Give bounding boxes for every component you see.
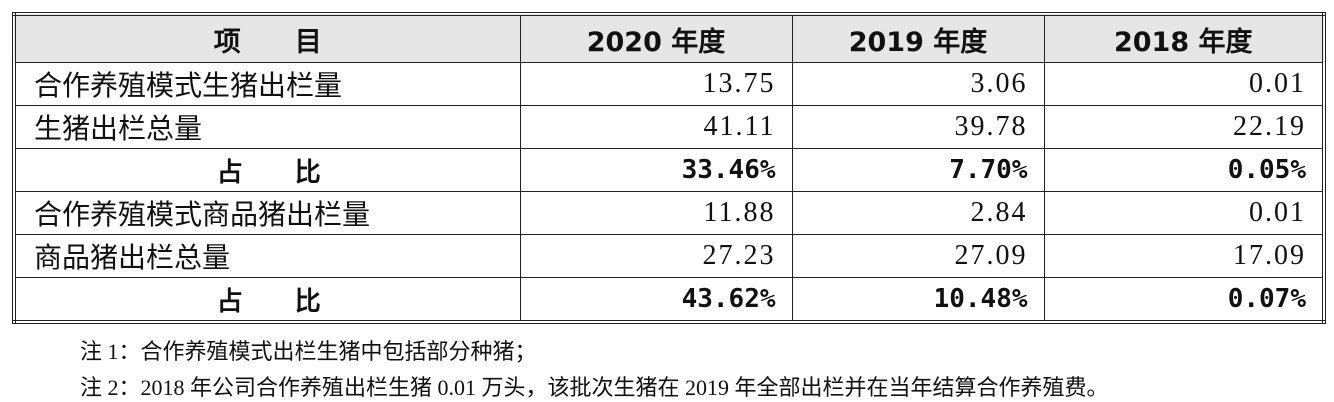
value-cell: 2.84 xyxy=(791,191,1045,235)
value-cell: 43.62% xyxy=(519,277,793,323)
table-row: 商品猪出栏总量 27.23 27.09 17.09 xyxy=(13,234,1325,278)
value-cell: 0.01 xyxy=(1043,191,1325,235)
table-row: 合作养殖模式商品猪出栏量 11.88 2.84 0.01 xyxy=(13,191,1325,235)
row-label: 合作养殖模式生猪出栏量 xyxy=(13,62,521,106)
table-row: 占 比 43.62% 10.48% 0.07% xyxy=(13,277,1325,323)
value-cell: 27.09 xyxy=(791,234,1045,278)
value-cell: 7.70% xyxy=(791,148,1045,192)
value-cell: 33.46% xyxy=(519,148,793,192)
header-cell: 2019 年度 xyxy=(791,13,1045,63)
header-cell: 2020 年度 xyxy=(519,13,793,63)
table-row: 合作养殖模式生猪出栏量 13.75 3.06 0.01 xyxy=(13,62,1325,106)
value-cell: 13.75 xyxy=(519,62,793,106)
data-table: 项 目 2020 年度 2019 年度 2018 年度 合作养殖模式生猪出栏量 1… xyxy=(12,12,1326,324)
table-row: 生猪出栏总量 41.11 39.78 22.19 xyxy=(13,105,1325,149)
header-cell: 2018 年度 xyxy=(1043,13,1325,63)
value-cell: 41.11 xyxy=(519,105,793,149)
value-cell: 0.07% xyxy=(1043,277,1325,323)
row-label: 占 比 xyxy=(13,148,521,192)
value-cell: 0.05% xyxy=(1043,148,1325,192)
header-cell: 项 目 xyxy=(13,13,521,63)
value-cell: 22.19 xyxy=(1043,105,1325,149)
value-cell: 17.09 xyxy=(1043,234,1325,278)
value-cell: 27.23 xyxy=(519,234,793,278)
value-cell: 11.88 xyxy=(519,191,793,235)
table-row: 占 比 33.46% 7.70% 0.05% xyxy=(13,148,1325,192)
row-label: 占 比 xyxy=(13,277,521,323)
row-label: 商品猪出栏总量 xyxy=(13,234,521,278)
value-cell: 3.06 xyxy=(791,62,1045,106)
row-label: 合作养殖模式商品猪出栏量 xyxy=(13,191,521,235)
value-cell: 10.48% xyxy=(791,277,1045,323)
value-cell: 39.78 xyxy=(791,105,1045,149)
row-label: 生猪出栏总量 xyxy=(13,105,521,149)
note: 注 1：合作养殖模式出栏生猪中包括部分种猪； xyxy=(80,339,537,364)
value-cell: 0.01 xyxy=(1043,62,1325,106)
header-row: 项 目 2020 年度 2019 年度 2018 年度 xyxy=(13,13,1325,63)
note: 注 2：2018 年公司合作养殖出栏生猪 0.01 万头，该批次生猪在 2019… xyxy=(80,375,1109,400)
